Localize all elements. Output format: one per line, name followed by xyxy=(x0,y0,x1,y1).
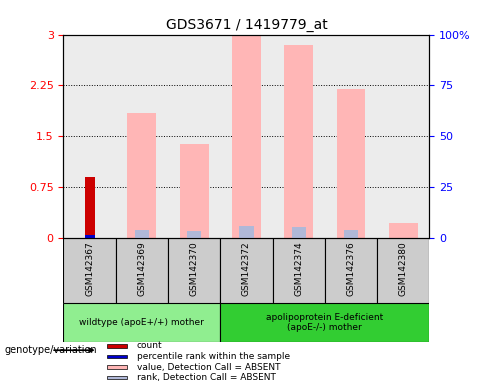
Bar xyxy=(84,177,95,238)
Bar xyxy=(135,230,149,238)
Text: count: count xyxy=(137,341,163,351)
Bar xyxy=(239,226,254,238)
Bar xyxy=(344,230,358,238)
Bar xyxy=(116,238,168,303)
Bar xyxy=(180,144,208,238)
Bar xyxy=(107,355,127,358)
Text: GSM142367: GSM142367 xyxy=(85,242,94,296)
Bar xyxy=(107,376,127,379)
Bar xyxy=(377,238,429,303)
Bar xyxy=(337,89,366,238)
Text: genotype/variation: genotype/variation xyxy=(5,345,98,355)
Text: value, Detection Call = ABSENT: value, Detection Call = ABSENT xyxy=(137,362,280,372)
Bar xyxy=(220,303,429,342)
Text: GSM142380: GSM142380 xyxy=(399,242,408,296)
Bar xyxy=(273,238,325,303)
Bar xyxy=(325,238,377,303)
Bar xyxy=(107,344,127,348)
Bar xyxy=(285,45,313,238)
Text: GSM142372: GSM142372 xyxy=(242,242,251,296)
Title: GDS3671 / 1419779_at: GDS3671 / 1419779_at xyxy=(165,18,327,32)
Text: percentile rank within the sample: percentile rank within the sample xyxy=(137,352,290,361)
Bar xyxy=(63,238,116,303)
Text: wildtype (apoE+/+) mother: wildtype (apoE+/+) mother xyxy=(80,318,204,327)
Text: GSM142369: GSM142369 xyxy=(137,242,146,296)
Bar xyxy=(63,303,220,342)
Bar xyxy=(220,238,273,303)
Bar xyxy=(84,235,95,238)
Bar xyxy=(232,35,261,238)
Text: GSM142374: GSM142374 xyxy=(294,242,303,296)
Text: GSM142370: GSM142370 xyxy=(190,242,199,296)
Bar xyxy=(127,113,156,238)
Text: apolipoprotein E-deficient
(apoE-/-) mother: apolipoprotein E-deficient (apoE-/-) mot… xyxy=(266,313,384,332)
Text: GSM142376: GSM142376 xyxy=(346,242,356,296)
Bar xyxy=(187,231,202,238)
Bar xyxy=(107,366,127,369)
Bar xyxy=(168,238,220,303)
Bar xyxy=(389,223,418,238)
Bar xyxy=(291,227,306,238)
Text: rank, Detection Call = ABSENT: rank, Detection Call = ABSENT xyxy=(137,373,276,382)
